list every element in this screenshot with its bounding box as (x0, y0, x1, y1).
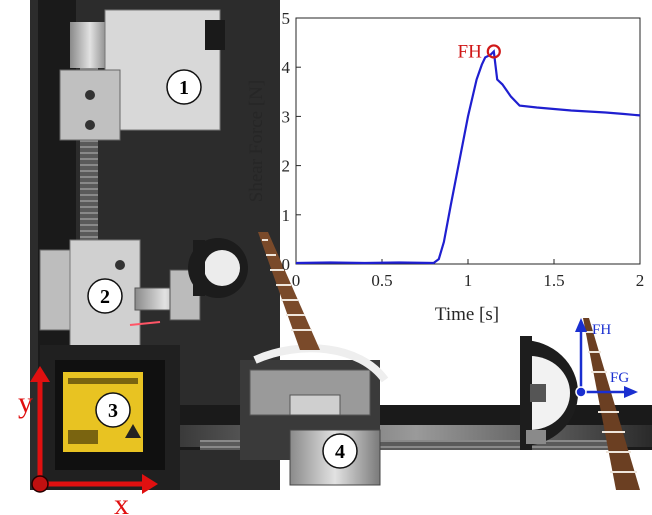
series-line-shear-force (295, 49, 641, 265)
plot-area (295, 17, 641, 265)
force-diagram-ladder (583, 318, 640, 490)
shear-force-chart: 0 1 2 3 4 5 0 0.5 1 1.5 2 FH Shear Force [N] Time… (246, 9, 644, 325)
ladder-sample (258, 232, 320, 350)
peak-marker-fh (486, 44, 501, 59)
y-tick-label: 2 (282, 157, 291, 176)
y-axis-ticks: 0 1 2 3 4 5 (282, 9, 301, 274)
x-axis-ticks: 0 0.5 1 1.5 2 (292, 259, 645, 290)
x-tick-label: 0.5 (371, 271, 392, 290)
x-axis-title: Time [s] (435, 304, 499, 325)
y-axis-title: Shear Force [N] (246, 80, 267, 202)
force-diagram-foot (520, 336, 579, 450)
coordinate-axes: y x (18, 366, 158, 515)
svg-text:3: 3 (108, 400, 118, 422)
svg-text:2: 2 (100, 286, 110, 308)
callout-3: 3 (95, 392, 131, 428)
x-tick-label: 1 (464, 271, 473, 290)
y-tick-label: 1 (282, 206, 291, 225)
force-diagram: FH FG (520, 318, 640, 490)
y-tick-label: 0 (282, 255, 291, 274)
x-tick-label: 2 (636, 271, 645, 290)
x-axis-label: x (114, 488, 129, 515)
svg-text:4: 4 (335, 441, 345, 463)
x-tick-label: 1.5 (543, 271, 564, 290)
y-tick-label: 4 (282, 58, 291, 77)
y-axis-label: y (18, 386, 33, 419)
x-tick-label: 0 (292, 271, 301, 290)
callout-1: 1 (166, 69, 202, 105)
y-tick-label: 3 (282, 107, 291, 126)
callout-2: 2 (87, 278, 123, 314)
y-tick-label: 5 (282, 9, 291, 28)
fh-force-label: FH (592, 322, 611, 338)
peak-label-fh: FH (458, 41, 483, 62)
fg-force-label: FG (610, 370, 629, 386)
callout-4: 4 (322, 433, 358, 469)
svg-text:1: 1 (179, 77, 189, 99)
